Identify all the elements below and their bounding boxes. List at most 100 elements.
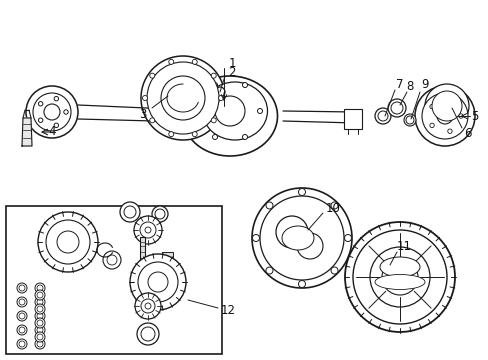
Circle shape	[145, 227, 151, 233]
Circle shape	[296, 233, 323, 259]
Circle shape	[63, 110, 68, 114]
Circle shape	[17, 311, 27, 321]
Circle shape	[424, 84, 468, 128]
Circle shape	[103, 251, 121, 269]
Text: 10: 10	[325, 202, 340, 215]
Circle shape	[140, 222, 156, 238]
Circle shape	[405, 116, 413, 124]
Circle shape	[260, 196, 343, 280]
Ellipse shape	[374, 275, 424, 289]
Circle shape	[251, 188, 351, 288]
Circle shape	[19, 313, 25, 319]
Circle shape	[257, 108, 262, 113]
Circle shape	[330, 202, 337, 209]
Circle shape	[35, 332, 45, 342]
Text: 4: 4	[48, 125, 56, 138]
Ellipse shape	[182, 76, 277, 156]
Circle shape	[19, 285, 25, 291]
Bar	[343, 109, 361, 129]
Circle shape	[39, 102, 43, 106]
Circle shape	[135, 293, 161, 319]
Circle shape	[37, 299, 43, 305]
Circle shape	[39, 118, 43, 122]
Ellipse shape	[202, 82, 267, 140]
Circle shape	[54, 96, 59, 101]
Circle shape	[345, 222, 454, 332]
Ellipse shape	[379, 257, 419, 277]
Circle shape	[242, 135, 247, 139]
Circle shape	[168, 132, 173, 137]
Circle shape	[37, 285, 43, 291]
Circle shape	[35, 297, 45, 307]
Circle shape	[155, 209, 164, 219]
Text: 9: 9	[420, 77, 428, 90]
Circle shape	[145, 303, 151, 309]
Circle shape	[390, 102, 402, 114]
Circle shape	[403, 114, 415, 126]
Circle shape	[212, 135, 217, 139]
Circle shape	[218, 95, 223, 100]
Circle shape	[197, 108, 202, 113]
Circle shape	[17, 297, 27, 307]
Circle shape	[447, 129, 451, 134]
Circle shape	[35, 283, 45, 293]
Circle shape	[35, 311, 45, 321]
Circle shape	[37, 327, 43, 333]
Circle shape	[192, 132, 197, 137]
Text: 7: 7	[395, 77, 403, 90]
Circle shape	[120, 202, 140, 222]
Circle shape	[35, 318, 45, 328]
Circle shape	[35, 290, 45, 300]
Circle shape	[429, 123, 433, 127]
Ellipse shape	[282, 226, 313, 250]
Circle shape	[107, 255, 117, 265]
Circle shape	[242, 82, 247, 87]
Circle shape	[298, 280, 305, 288]
Circle shape	[212, 82, 217, 87]
Text: 11: 11	[396, 240, 411, 253]
Circle shape	[17, 325, 27, 335]
Circle shape	[17, 283, 27, 293]
Circle shape	[35, 339, 45, 349]
Circle shape	[35, 304, 45, 314]
Circle shape	[330, 267, 337, 274]
Circle shape	[38, 212, 98, 272]
Circle shape	[168, 59, 173, 64]
Circle shape	[161, 76, 204, 120]
Circle shape	[57, 231, 79, 253]
Circle shape	[26, 86, 78, 138]
Circle shape	[37, 306, 43, 312]
Text: 3: 3	[139, 108, 146, 121]
Bar	[184, 107, 195, 120]
Circle shape	[211, 73, 216, 78]
Circle shape	[447, 99, 451, 103]
Circle shape	[17, 339, 27, 349]
Circle shape	[421, 93, 467, 139]
Circle shape	[149, 118, 154, 123]
Circle shape	[124, 206, 136, 218]
Circle shape	[387, 99, 405, 117]
Text: 1: 1	[228, 57, 235, 69]
Circle shape	[414, 86, 474, 146]
Bar	[162, 252, 173, 257]
Circle shape	[147, 62, 219, 134]
Circle shape	[35, 325, 45, 335]
Circle shape	[275, 216, 307, 248]
Circle shape	[369, 247, 429, 307]
Circle shape	[149, 73, 154, 78]
Circle shape	[152, 206, 168, 222]
Circle shape	[352, 230, 446, 324]
Circle shape	[19, 341, 25, 347]
Circle shape	[37, 320, 43, 326]
Text: 5: 5	[470, 109, 478, 122]
Circle shape	[265, 202, 272, 209]
Circle shape	[134, 216, 162, 244]
Circle shape	[377, 111, 387, 121]
Polygon shape	[22, 118, 32, 146]
Circle shape	[46, 220, 90, 264]
Circle shape	[37, 313, 43, 319]
Circle shape	[381, 259, 417, 295]
Circle shape	[344, 234, 351, 242]
Circle shape	[265, 267, 272, 274]
Circle shape	[436, 108, 452, 124]
